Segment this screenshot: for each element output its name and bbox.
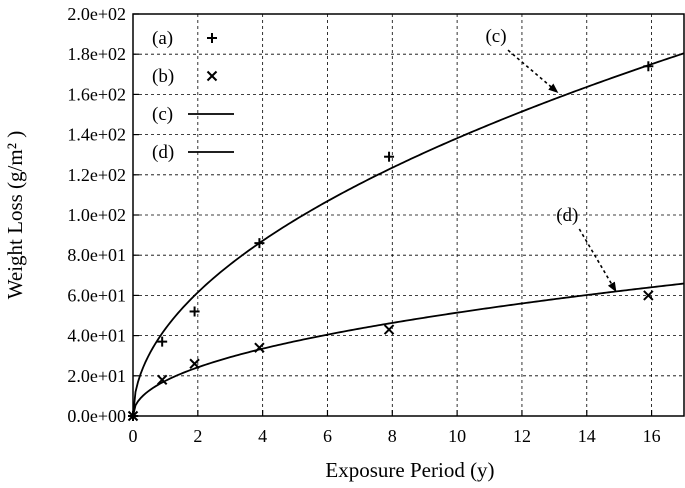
y-tick-label: 2.0e+01 [67, 366, 126, 386]
annotations: (c) (d) [485, 26, 617, 293]
grid [133, 14, 684, 416]
legend-entry-b: (b) [152, 66, 218, 87]
y-tick-label: 1.8e+02 [67, 44, 126, 64]
data-point-a [643, 61, 654, 72]
data-point-a [189, 306, 200, 317]
data-point-a [157, 336, 168, 347]
legend: (a) (b) (c) (d) [152, 28, 234, 163]
x-tick-label: 16 [643, 426, 661, 446]
annotation-arrow [578, 228, 617, 293]
x-tick-label: 2 [193, 426, 202, 446]
annotation-arrow [507, 49, 559, 94]
legend-entry-d: (d) [152, 142, 234, 163]
legend-label: (a) [152, 28, 173, 49]
y-tick-label: 6.0e+01 [67, 285, 126, 305]
y-tick-label: 2.0e+02 [67, 4, 126, 24]
fit-curve-d [132, 282, 685, 417]
y-tick-label: 4.0e+01 [67, 326, 126, 346]
y-tick-label: 0.0e+00 [67, 406, 126, 426]
annotation-label: (d) [556, 205, 578, 226]
legend-entry-c: (c) [152, 104, 234, 125]
y-tick-label: 1.4e+02 [67, 125, 126, 145]
y-tick-label: 8.0e+01 [67, 245, 126, 265]
x-tick-label: 6 [323, 426, 332, 446]
y-tick-label: 1.2e+02 [67, 165, 126, 185]
x-tick-label: 8 [388, 426, 397, 446]
legend-label: (d) [152, 142, 174, 163]
legend-entry-a: (a) [152, 28, 217, 49]
y-axis-title: Weight Loss (g/m² ) [3, 131, 27, 300]
data-point-a [254, 238, 265, 249]
x-tick-label: 0 [129, 426, 138, 446]
x-axis-ticks: 0 2 4 6 8 10 12 14 16 [129, 410, 661, 446]
legend-label: (b) [152, 66, 174, 87]
data-point-b [156, 374, 168, 386]
fit-curve-c [132, 52, 685, 417]
data-point-b [189, 358, 200, 369]
data-points [127, 61, 654, 422]
data-point-b [254, 342, 265, 353]
fit-curves [132, 52, 685, 417]
x-tick-label: 14 [578, 426, 596, 446]
y-tick-label: 1.0e+02 [67, 205, 126, 225]
x-tick-label: 12 [513, 426, 531, 446]
plot-frame [132, 13, 685, 417]
data-point-b [643, 290, 654, 301]
legend-label: (c) [152, 104, 173, 125]
data-point-b [383, 324, 395, 335]
data-point-a [384, 151, 395, 162]
annotation-label: (c) [485, 26, 506, 47]
x-tick-label: 4 [258, 426, 267, 446]
y-axis-ticks: 0.0e+00 2.0e+01 4.0e+01 6.0e+01 8.0e+01 1.0e+… [67, 4, 139, 426]
x-axis-title: Exposure Period (y) [325, 458, 494, 482]
y-tick-label: 1.6e+02 [67, 84, 126, 104]
legend-marker [207, 33, 217, 43]
x-tick-label: 10 [448, 426, 466, 446]
legend-marker [206, 70, 218, 82]
